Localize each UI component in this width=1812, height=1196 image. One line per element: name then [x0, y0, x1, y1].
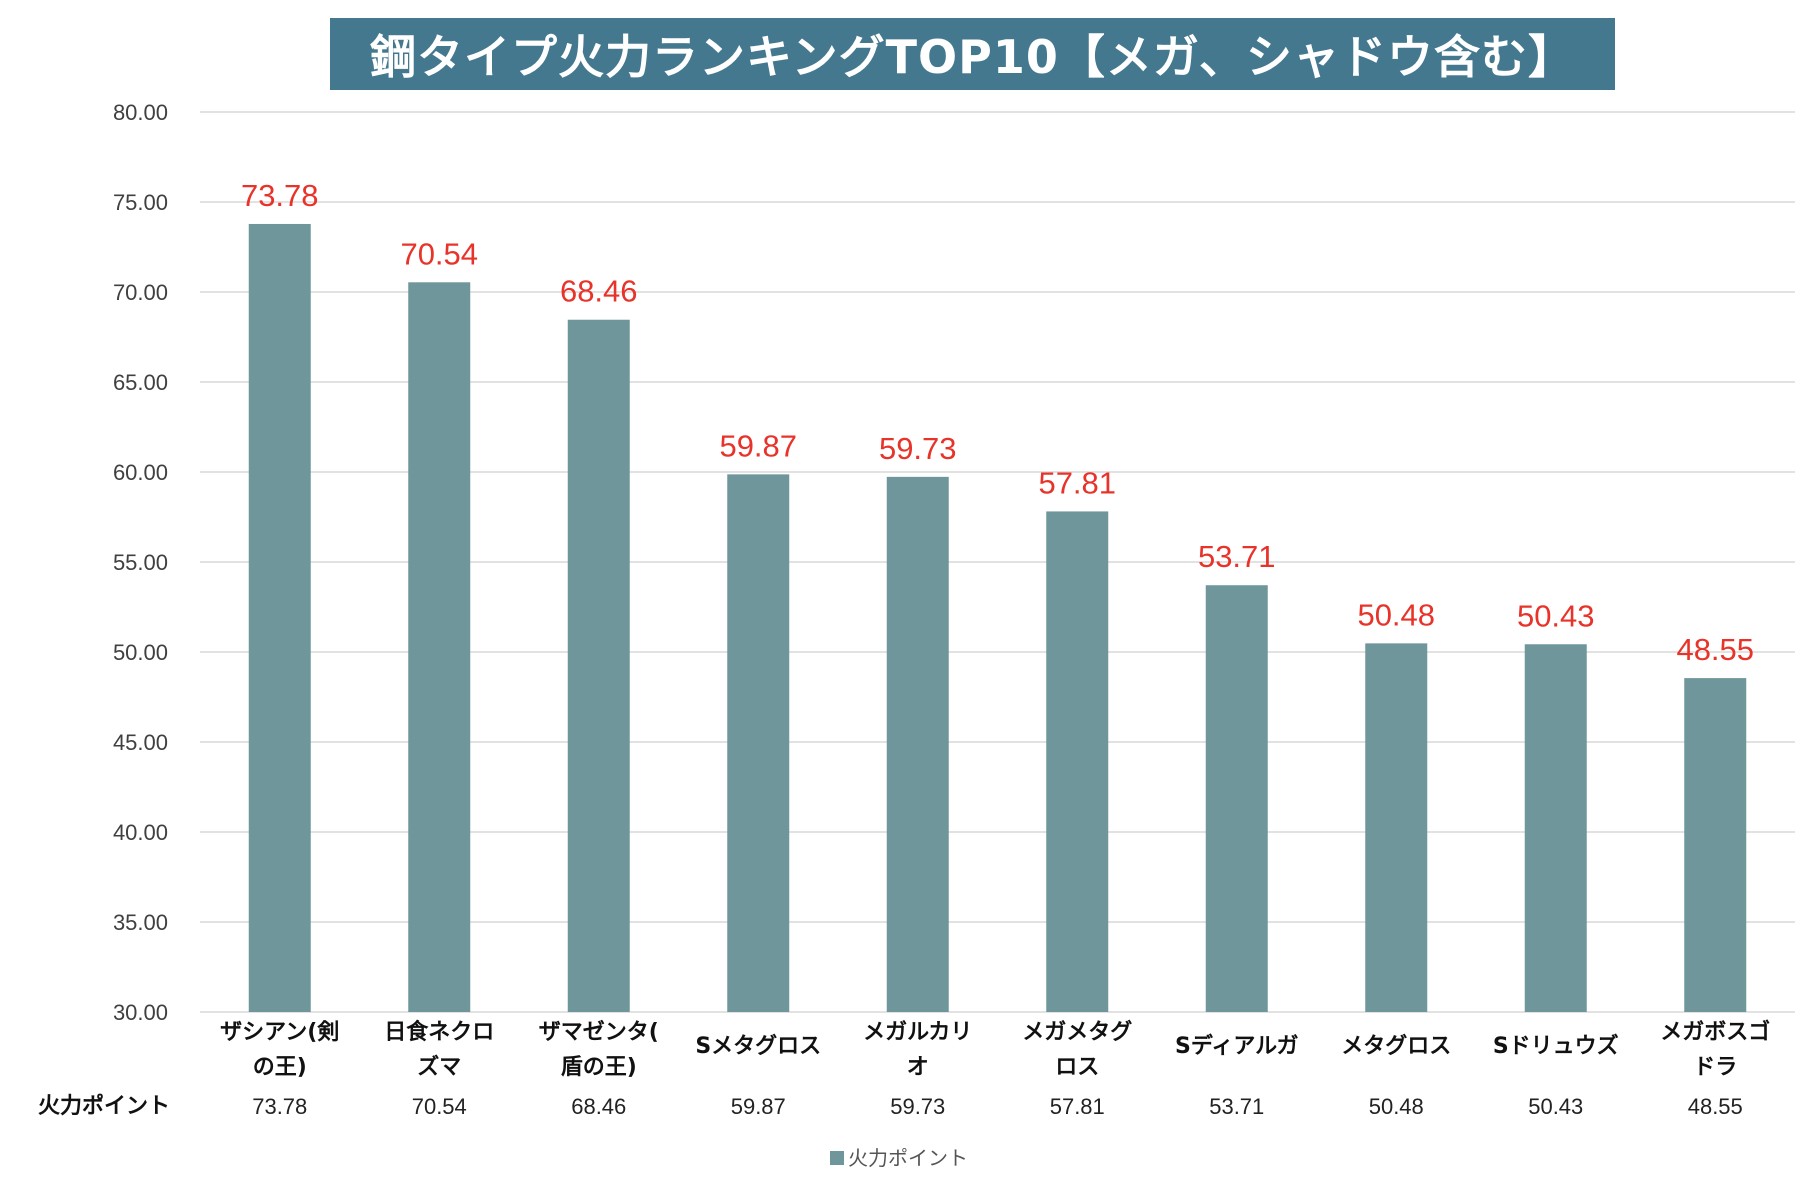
table-value: 68.46 — [571, 1094, 626, 1119]
data-label: 50.48 — [1357, 597, 1435, 632]
bar — [408, 282, 471, 1012]
y-tick-label: 35.00 — [113, 910, 168, 935]
category-label: Sメタグロス — [695, 1033, 821, 1059]
category-label-line: メガボスゴ — [1660, 1019, 1770, 1045]
category-label-line: 日食ネクロ — [384, 1019, 494, 1045]
y-tick-label: 70.00 — [113, 280, 168, 305]
table-value: 53.71 — [1209, 1094, 1264, 1119]
data-label: 53.71 — [1198, 539, 1276, 574]
category-label-line: オ — [907, 1055, 929, 1080]
y-tick-label: 65.00 — [113, 370, 168, 395]
table-value: 59.87 — [731, 1094, 786, 1119]
data-label: 48.55 — [1676, 632, 1754, 667]
y-tick-label: 30.00 — [113, 1000, 168, 1025]
bar — [886, 476, 949, 1012]
bar — [567, 319, 630, 1013]
bar — [1684, 678, 1747, 1012]
data-label: 68.46 — [560, 274, 638, 309]
category-label: メタグロス — [1341, 1033, 1451, 1059]
bar — [1205, 585, 1268, 1012]
y-tick-label: 40.00 — [113, 820, 168, 845]
data-label: 59.73 — [879, 431, 957, 466]
category-label: メガルカリオ — [863, 1020, 972, 1080]
table-value: 50.43 — [1528, 1094, 1583, 1119]
table-value: 50.48 — [1369, 1094, 1424, 1119]
table-series-name: 火力ポイント — [38, 1093, 170, 1119]
bar — [727, 474, 790, 1013]
table-value: 48.55 — [1688, 1094, 1743, 1119]
category-label-line: ズマ — [417, 1054, 461, 1080]
data-label: 50.43 — [1517, 598, 1595, 633]
y-tick-label: 80.00 — [113, 100, 168, 125]
table-value: 73.78 — [252, 1094, 307, 1119]
chart-title-banner: 鋼タイプ火力ランキングTOP10【メガ、シャドウ含む】 — [330, 18, 1615, 90]
category-label: ザシアン(剣の王) — [220, 1020, 339, 1080]
y-tick-label: 50.00 — [113, 640, 168, 665]
category-label: ザマゼンタ( 盾の王) — [539, 1020, 659, 1080]
y-tick-label: 60.00 — [113, 460, 168, 485]
chart-title: 鋼タイプ火力ランキングTOP10【メガ、シャドウ含む】 — [370, 30, 1575, 84]
data-label: 73.78 — [241, 178, 319, 213]
category-label: Sドリュウズ — [1493, 1033, 1619, 1059]
y-tick-label: 75.00 — [113, 190, 168, 215]
category-label-line: の王) — [253, 1055, 307, 1080]
bar — [1365, 643, 1428, 1012]
table-value: 59.73 — [890, 1094, 945, 1119]
category-label-line: ドラ — [1693, 1055, 1737, 1080]
category-label: 日食ネクロズマ — [384, 1019, 494, 1080]
category-label-line: ザシアン(剣 — [220, 1020, 339, 1045]
data-label: 57.81 — [1038, 465, 1116, 500]
category-label-line: ロス — [1055, 1055, 1099, 1080]
category-label-line: 盾の王) — [561, 1055, 637, 1080]
category-label-line: メガルカリ — [863, 1020, 972, 1045]
table-value: 70.54 — [412, 1094, 467, 1119]
data-label: 70.54 — [400, 236, 478, 271]
category-label-line: ザマゼンタ( — [539, 1020, 659, 1045]
bar — [248, 223, 311, 1012]
legend-label: 火力ポイント — [848, 1146, 968, 1170]
category-label: メガボスゴドラ — [1660, 1019, 1770, 1080]
category-label-line: メガメタグ — [1022, 1019, 1132, 1045]
category-label: メガメタグロス — [1022, 1019, 1132, 1080]
bar — [1524, 644, 1587, 1012]
bar — [1046, 511, 1109, 1012]
y-tick-label: 45.00 — [113, 730, 168, 755]
legend-swatch — [830, 1151, 844, 1165]
table-value: 57.81 — [1050, 1094, 1105, 1119]
category-label: Sディアルガ — [1175, 1033, 1298, 1059]
data-label: 59.87 — [719, 428, 797, 463]
y-tick-label: 55.00 — [113, 550, 168, 575]
